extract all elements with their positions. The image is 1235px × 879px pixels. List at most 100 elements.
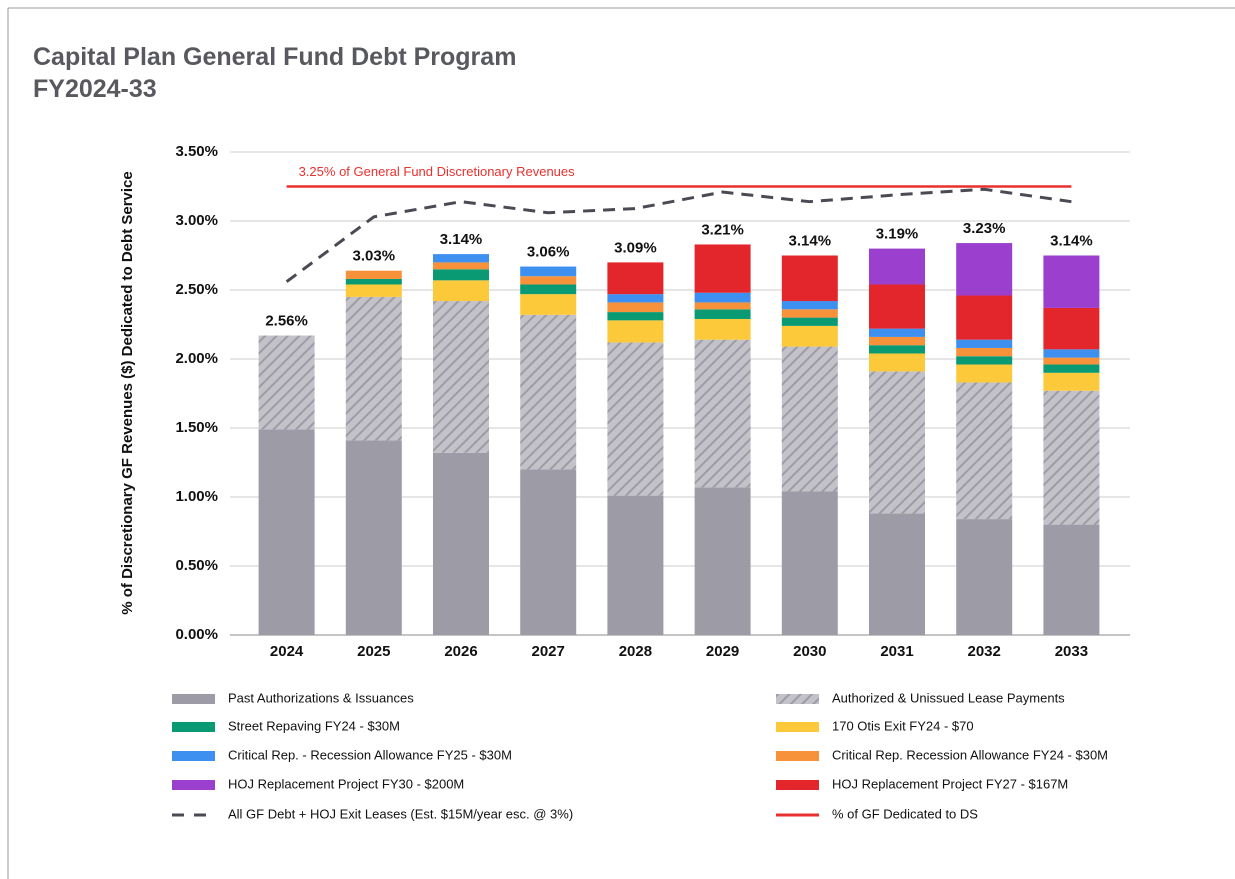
bar-segment: [345, 440, 402, 635]
bar-segment: [956, 347, 1013, 357]
legend-label: All GF Debt + HOJ Exit Leases (Est. $15M…: [228, 806, 573, 821]
bar-segment: [1043, 524, 1100, 635]
value-label: 3.14%: [440, 231, 483, 248]
bar-segment: [1043, 255, 1100, 308]
bar-segment: [1043, 364, 1100, 373]
bar-segment: [781, 491, 838, 635]
value-label: 3.06%: [527, 244, 570, 261]
y-tick-label: 1.00%: [175, 488, 218, 505]
bar-segment: [781, 255, 838, 302]
x-tick-label: 2030: [793, 643, 826, 660]
bar-segment: [520, 266, 577, 277]
bar-segment: [956, 382, 1013, 520]
bar-segment: [956, 519, 1013, 635]
bar-segment: [869, 248, 925, 285]
bar-segment: [1043, 349, 1100, 358]
bar-segment: [433, 280, 489, 302]
bar-segment: [345, 284, 402, 297]
bar-segment: [607, 495, 664, 635]
bar-segment: [433, 254, 489, 263]
legend-label: HOJ Replacement Project FY27 - $167M: [832, 776, 1068, 791]
legend-swatch: [172, 780, 215, 790]
bar-segment: [956, 243, 1013, 296]
bar-segment: [607, 262, 664, 295]
legend-label: Critical Rep. - Recession Allowance FY25…: [228, 747, 512, 762]
legend-swatch: [776, 694, 819, 704]
y-tick-label: 0.00%: [175, 626, 218, 643]
bar-segment: [956, 339, 1013, 348]
legend-label: Authorized & Unissued Lease Payments: [832, 690, 1065, 705]
bar-segment: [869, 336, 925, 346]
y-tick-label: 3.50%: [175, 143, 218, 160]
x-tick-label: 2027: [532, 643, 565, 660]
value-label: 3.21%: [701, 221, 744, 238]
legend-swatch: [172, 722, 215, 732]
annotation: 3.25% of General Fund Discretionary Reve…: [299, 164, 576, 179]
value-label: 3.09%: [614, 239, 657, 256]
x-tick-label: 2031: [880, 643, 913, 660]
bar-segment: [433, 269, 489, 281]
chart-title: Capital Plan General Fund Debt Program: [33, 43, 516, 71]
bar-segment: [694, 339, 751, 488]
y-tick-label: 0.50%: [175, 557, 218, 574]
bar-segment: [869, 371, 925, 514]
bar-segment: [1043, 372, 1100, 391]
x-tick-label: 2032: [968, 643, 1001, 660]
bar-segment: [345, 270, 402, 279]
legend-swatch: [172, 751, 215, 761]
legend-label: 170 Otis Exit FY24 - $70: [832, 718, 974, 733]
x-tick-label: 2025: [357, 643, 390, 660]
legend-label: % of GF Dedicated to DS: [832, 806, 978, 821]
legend-label: Critical Rep. Recession Allowance FY24 -…: [832, 747, 1108, 762]
bar-segment: [781, 309, 838, 318]
value-label: 3.14%: [789, 232, 832, 249]
x-tick-label: 2026: [444, 643, 477, 660]
bar-segment: [607, 342, 664, 496]
bar-segment: [607, 320, 664, 343]
legend-swatch: [776, 722, 819, 732]
bar-segment: [869, 513, 925, 635]
bar-segment: [694, 309, 751, 319]
value-label: 2.56%: [265, 313, 308, 330]
x-tick-label: 2029: [706, 643, 739, 660]
bar-segment: [1043, 307, 1100, 350]
chart-title: FY2024-33: [33, 75, 157, 103]
bar-segment: [607, 312, 664, 321]
bar-segment: [694, 244, 751, 293]
bar-segment: [694, 318, 751, 340]
value-label: 3.03%: [353, 248, 396, 265]
bar-segment: [520, 294, 577, 315]
bar-segment: [694, 292, 751, 303]
bar-segment: [345, 296, 402, 441]
y-tick-label: 1.50%: [175, 419, 218, 436]
x-tick-label: 2033: [1055, 643, 1088, 660]
y-axis-label: % of Discretionary GF Revenues ($) Dedic…: [119, 171, 136, 614]
bar-segment: [520, 469, 577, 635]
bar-segment: [1043, 357, 1100, 365]
bar-segment: [869, 345, 925, 354]
y-tick-label: 2.00%: [175, 350, 218, 367]
bar-segment: [520, 314, 577, 470]
bar-segment: [1043, 390, 1100, 525]
bar-segment: [869, 328, 925, 337]
bar-segment: [694, 487, 751, 635]
line: [285, 187, 1072, 283]
bar-segment: [956, 364, 1013, 383]
value-label: 3.19%: [876, 226, 919, 243]
bar-segment: [781, 346, 838, 492]
bar-segment: [869, 353, 925, 372]
legend-swatch: [776, 780, 819, 790]
bar-segment: [433, 452, 489, 635]
bar-segment: [869, 284, 925, 329]
value-label: 3.23%: [963, 220, 1006, 237]
bar-segment: [433, 301, 489, 453]
legend-label: HOJ Replacement Project FY30 - $200M: [228, 776, 464, 791]
bar-segment: [694, 302, 751, 310]
x-tick-label: 2024: [270, 643, 304, 660]
bar-segment: [781, 301, 838, 310]
bar-segment: [956, 356, 1013, 365]
bar-segment: [258, 335, 315, 430]
legend-label: Past Authorizations & Issuances: [228, 690, 414, 705]
bar-segment: [520, 276, 577, 285]
